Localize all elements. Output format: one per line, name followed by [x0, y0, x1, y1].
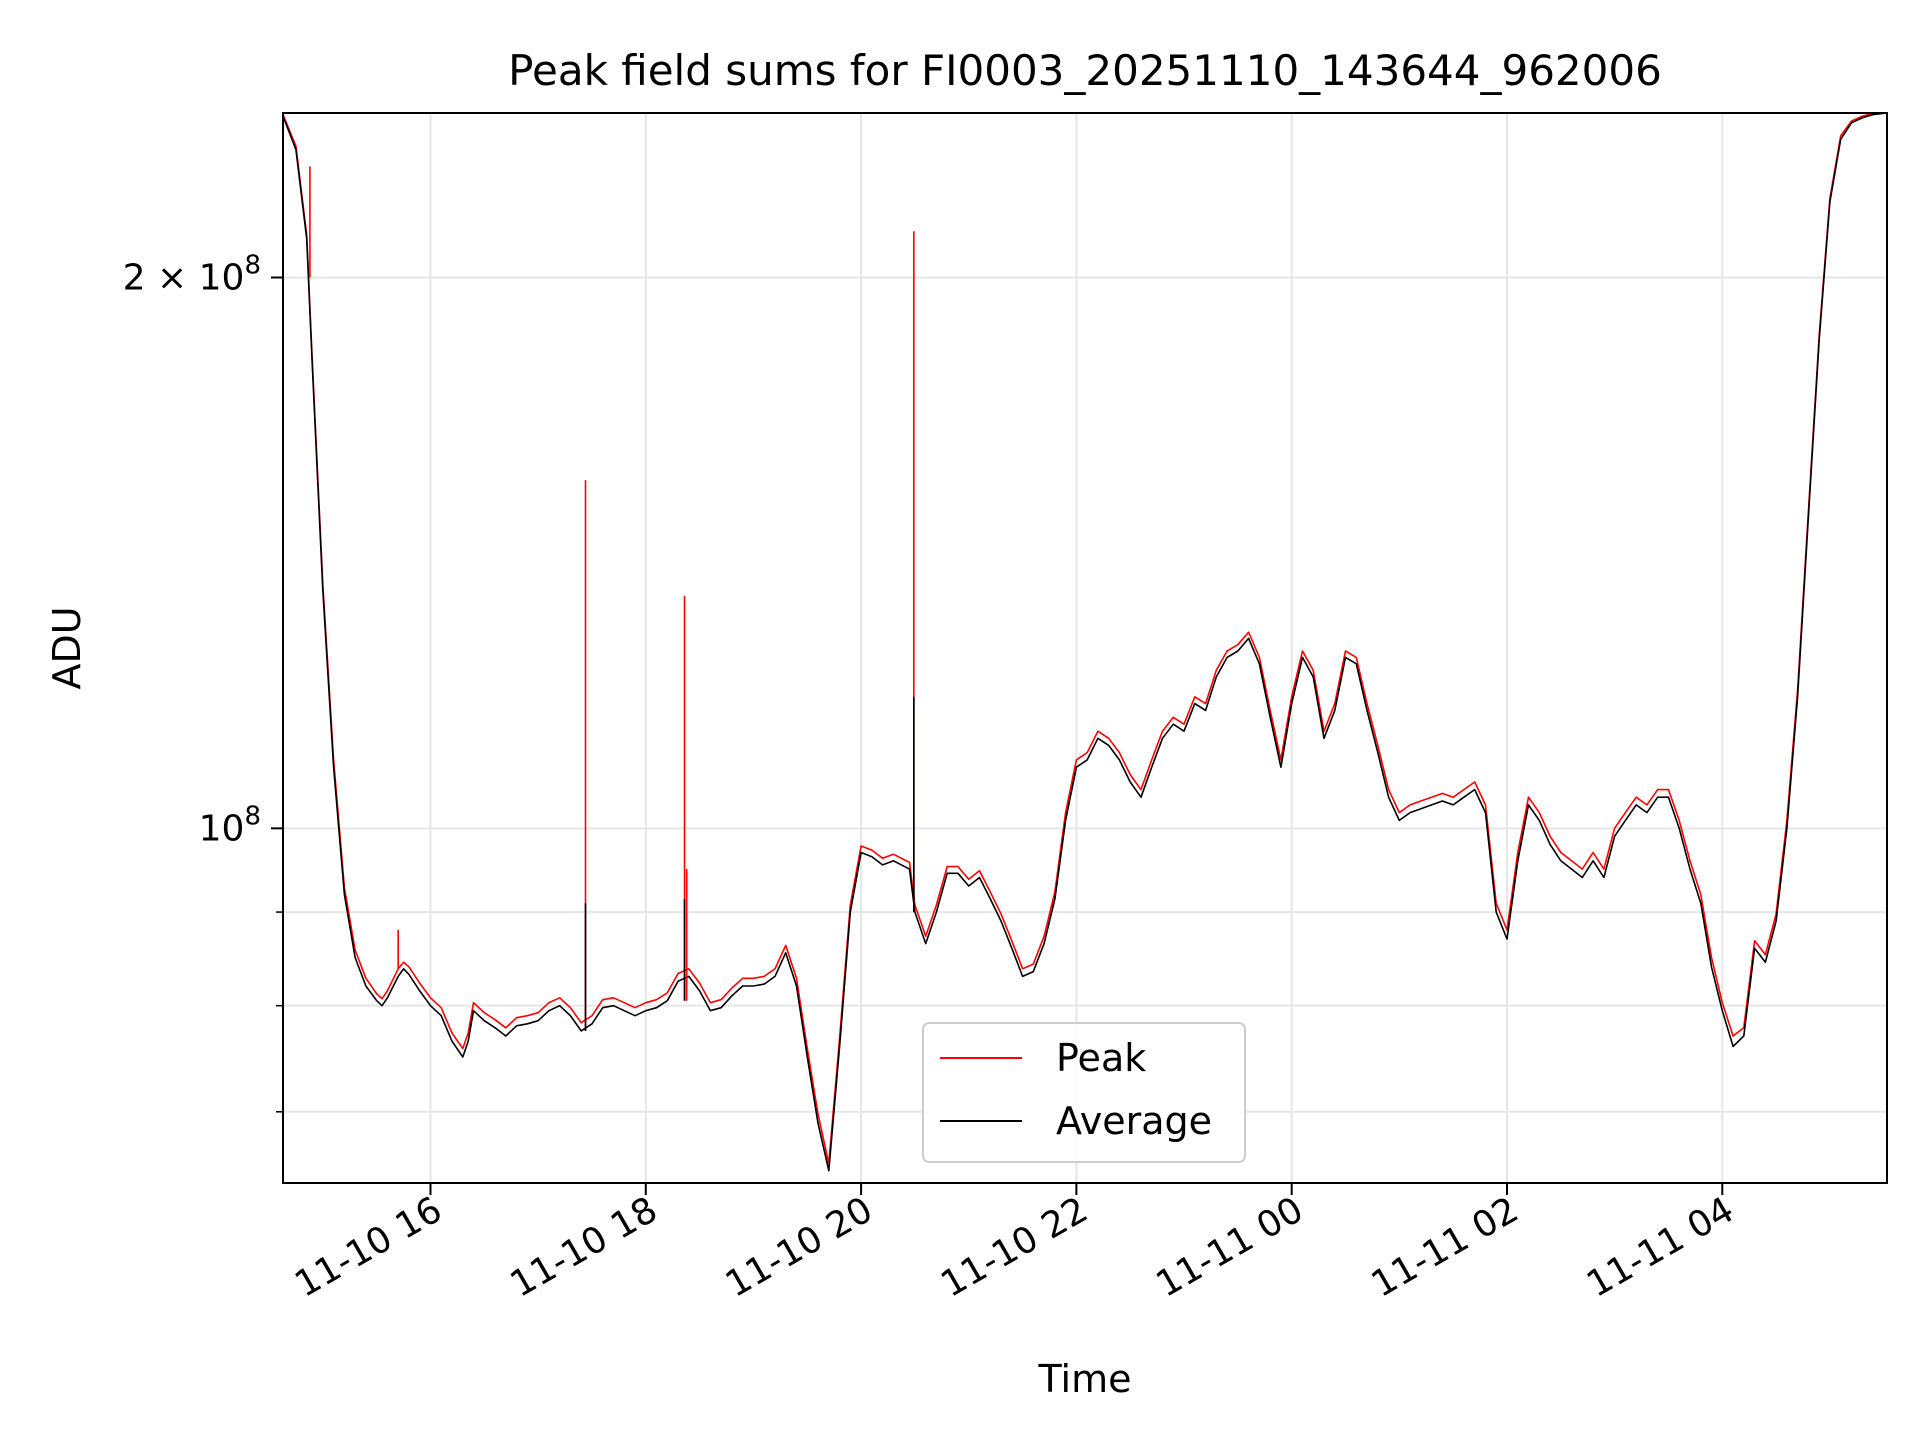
chart-title: Peak field sums for FI0003_20251110_1436… — [508, 46, 1662, 95]
grid — [283, 113, 1887, 1183]
y-tick-label: 108 — [199, 801, 261, 849]
y-axis-label: ADU — [45, 606, 89, 689]
x-axis-label: Time — [1038, 1357, 1132, 1401]
plot-frame — [282, 112, 1888, 1184]
series-layer — [282, 112, 1888, 1172]
legend-peak-label: Peak — [1056, 1036, 1146, 1080]
legend: Peak Average — [922, 1022, 1246, 1163]
y-tick-label: 2 × 108 — [123, 251, 261, 299]
legend-average-label: Average — [1056, 1099, 1212, 1143]
y-axis: 108 2 × 108 — [123, 251, 283, 1113]
series-line-average — [282, 112, 1888, 1172]
series-line-peak — [282, 112, 1888, 1165]
